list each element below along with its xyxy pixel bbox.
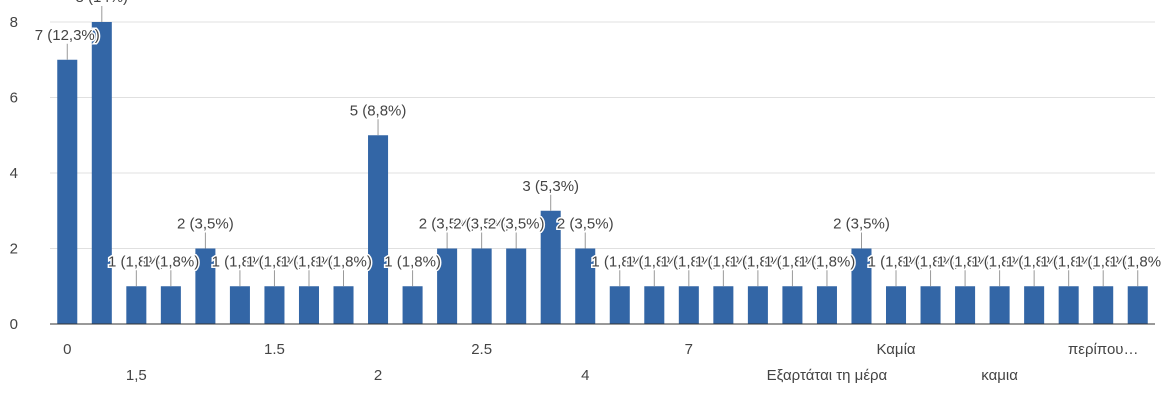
y-tick-label: 8 bbox=[10, 14, 18, 31]
x-axis-ticks: 0 1,5 1.5 2 2.5 4 7 Εξαρτάται τη μέρα Καμία καμια… bbox=[63, 341, 1138, 384]
bar bbox=[920, 286, 941, 324]
x-tick-label: 7 bbox=[685, 341, 693, 358]
bar bbox=[644, 286, 665, 324]
bar bbox=[540, 210, 561, 324]
bar bbox=[229, 286, 250, 324]
data-label: 2 (3,5%) bbox=[488, 216, 545, 233]
data-labels: 7 (12,3%)8 (14%)1 (1,8%)1 (1,8%)2 (3,5%)… bbox=[33, 0, 1161, 287]
data-label: 3 (5,3%) bbox=[522, 178, 579, 195]
data-label: 1 (1,8%) bbox=[902, 253, 959, 270]
bar bbox=[402, 286, 423, 324]
data-label: 1 (1,8%) bbox=[730, 253, 787, 270]
bar bbox=[1093, 286, 1114, 324]
bar bbox=[955, 286, 976, 324]
data-label: 1 (1,8%) bbox=[764, 253, 821, 270]
data-label: 7 (12,3%) bbox=[35, 27, 100, 44]
y-tick-label: 6 bbox=[10, 90, 18, 107]
data-label: 1 (1,8%) bbox=[937, 253, 994, 270]
data-label: 1 (1,8%) bbox=[1109, 253, 1161, 270]
data-label: 1 (1,8%) bbox=[246, 253, 303, 270]
bar bbox=[91, 22, 112, 324]
x-tick-label: Εξαρτάται τη μέρα bbox=[767, 367, 888, 384]
bars bbox=[57, 22, 1148, 324]
data-label: 1 (1,8%) bbox=[1006, 253, 1063, 270]
y-tick-label: 0 bbox=[10, 316, 18, 333]
bar bbox=[471, 248, 492, 324]
data-label: 1 (1,8%) bbox=[315, 253, 372, 270]
x-tick-label: περίπου… bbox=[1068, 341, 1139, 358]
bar bbox=[678, 286, 699, 324]
data-label: 1 (1,8%) bbox=[281, 253, 338, 270]
bar bbox=[195, 248, 216, 324]
x-tick-label: 2.5 bbox=[471, 341, 492, 358]
data-label: 8 (14%) bbox=[76, 0, 129, 6]
bar bbox=[368, 135, 389, 324]
data-label: 1 (1,8%) bbox=[384, 253, 441, 270]
bar bbox=[506, 248, 527, 324]
grid-lines bbox=[50, 21, 1155, 249]
bar bbox=[782, 286, 803, 324]
bar bbox=[1024, 286, 1045, 324]
bar bbox=[575, 248, 596, 324]
x-tick-label: καμια bbox=[981, 367, 1018, 384]
data-label: 2 (3,5%) bbox=[177, 216, 234, 233]
data-label: 2 (3,5%) bbox=[833, 216, 890, 233]
data-label: 1 (1,8%) bbox=[660, 253, 717, 270]
bar bbox=[609, 286, 630, 324]
y-axis-ticks: 0 2 4 6 8 bbox=[10, 14, 18, 333]
bar bbox=[989, 286, 1010, 324]
x-tick-label: 0 bbox=[63, 341, 71, 358]
bar bbox=[747, 286, 768, 324]
bar bbox=[713, 286, 734, 324]
bar bbox=[437, 248, 458, 324]
data-label: 1 (1,8%) bbox=[626, 253, 683, 270]
data-label: 1 (1,8%) bbox=[108, 253, 165, 270]
bar bbox=[298, 286, 319, 324]
x-tick-label: 1.5 bbox=[264, 341, 285, 358]
bar bbox=[1058, 286, 1079, 324]
data-label: 2 (3,5%) bbox=[557, 216, 614, 233]
data-label: 1 (1,8%) bbox=[971, 253, 1028, 270]
bar bbox=[333, 286, 354, 324]
y-tick-label: 4 bbox=[10, 165, 18, 182]
data-label: 1 (1,8%) bbox=[212, 253, 269, 270]
data-label: 1 (1,8%) bbox=[143, 253, 200, 270]
data-label: 1 (1,8%) bbox=[799, 253, 856, 270]
data-label: 1 (1,8%) bbox=[1040, 253, 1097, 270]
data-label: 1 (1,8%) bbox=[591, 253, 648, 270]
bar bbox=[886, 286, 907, 324]
data-label: 5 (8,8%) bbox=[350, 102, 407, 119]
bar bbox=[816, 286, 837, 324]
bar bbox=[851, 248, 872, 324]
y-tick-label: 2 bbox=[10, 241, 18, 258]
data-label: 2 (3,5%) bbox=[453, 216, 510, 233]
x-tick-label: 1,5 bbox=[126, 367, 147, 384]
bar bbox=[264, 286, 285, 324]
bar bbox=[126, 286, 147, 324]
bar bbox=[1127, 286, 1148, 324]
data-label: 2 (3,5%) bbox=[419, 216, 476, 233]
x-tick-label: Καμία bbox=[876, 341, 915, 358]
data-label: 1 (1,8%) bbox=[695, 253, 752, 270]
x-tick-label: 4 bbox=[581, 367, 589, 384]
bar bbox=[57, 59, 78, 324]
bar bbox=[160, 286, 181, 324]
data-label: 1 (1,8%) bbox=[1075, 253, 1132, 270]
x-tick-label: 2 bbox=[374, 367, 382, 384]
data-label: 1 (1,8%) bbox=[868, 253, 925, 270]
